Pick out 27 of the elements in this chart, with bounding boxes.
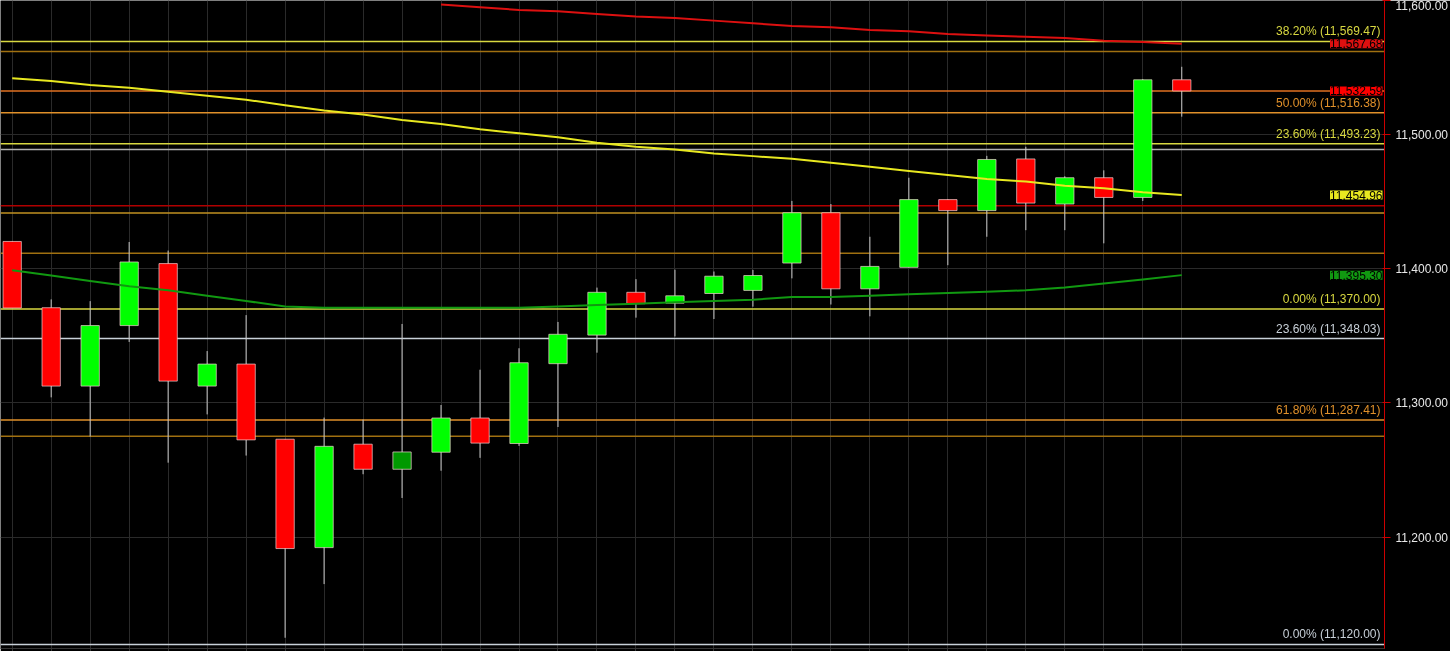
y-tick-label: 11,600.00 (1395, 0, 1449, 13)
ref-line-label: 61.80% (11,287.41) (1275, 402, 1381, 417)
candlestick (1172, 66, 1192, 118)
ref-line-label: 0.00% (11,370.00) (1282, 292, 1381, 307)
candlestick (626, 278, 646, 319)
text: 11,454.96 (1330, 188, 1383, 203)
y-tick-label: 11,500.00 (1395, 128, 1449, 143)
candlestick (1094, 169, 1114, 244)
ref-line-label: 23.60% (11,493.23) (1275, 126, 1381, 141)
candlestick (938, 198, 958, 266)
candlestick (392, 323, 412, 499)
ref-line-label: 0.00% (11,120.00) (1282, 627, 1381, 642)
candlestick (860, 236, 880, 317)
y-tick-label: 11,200.00 (1395, 530, 1449, 545)
candlestick (743, 269, 763, 308)
candlestick (704, 271, 724, 320)
ref-line-label: 23.60% (11,348.03) (1275, 321, 1381, 336)
annotation: 11,567.68 (1330, 37, 1383, 52)
annotation: 11,532.59 (1330, 84, 1383, 99)
y-tick-label: 11,300.00 (1395, 396, 1449, 411)
line-series (440, 3, 1183, 45)
line-series (11, 269, 1183, 309)
text: 11,395.30 (1330, 268, 1383, 283)
ref-line-label: 38.20% (11,569.47) (1275, 24, 1381, 39)
candlestick (197, 350, 217, 415)
y-tick-label: 11,400.00 (1395, 262, 1449, 277)
line-series (11, 77, 1183, 197)
